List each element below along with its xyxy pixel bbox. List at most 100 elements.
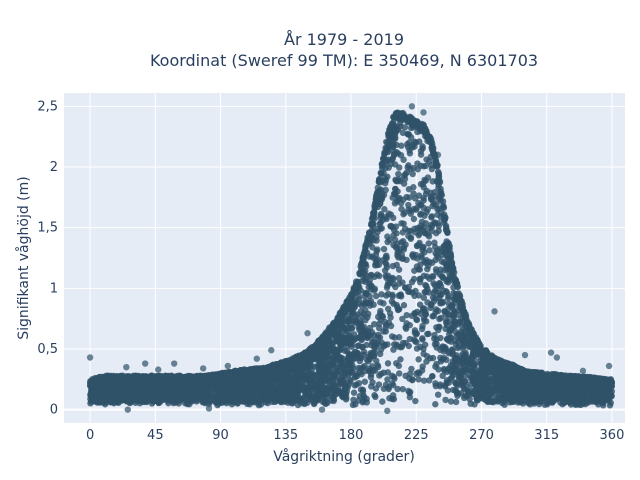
data-point [369,349,376,356]
data-point [405,288,412,295]
data-point [407,227,414,235]
data-point [380,385,388,392]
data-point [362,306,369,314]
data-point [385,290,392,298]
data-point [378,339,385,346]
data-point [371,320,378,328]
data-point [394,343,402,350]
data-point [380,245,388,253]
data-point [441,367,448,374]
data-point [329,340,336,347]
data-point [306,392,313,399]
data-point [447,398,455,405]
data-point [120,386,127,393]
data-point [385,383,392,391]
data-point [390,275,397,283]
data-point [412,139,420,146]
data-point [452,398,460,406]
data-point [372,343,380,350]
data-point [276,372,283,380]
data-point [395,266,403,273]
data-point [429,354,437,362]
data-point [319,383,326,391]
data-point [442,319,450,326]
data-point [321,399,328,406]
data-point [415,192,423,199]
data-point [396,370,403,377]
data-point [387,222,394,230]
data-point [339,355,346,362]
data-point [372,251,380,259]
data-point [378,194,386,202]
data-point [397,356,404,363]
data-point [355,300,363,307]
data-point [400,211,407,218]
data-points [86,103,616,415]
data-point [350,337,357,344]
data-point [506,376,513,383]
data-point [331,373,338,381]
data-point [418,367,426,374]
data-point [379,398,386,405]
data-point [359,386,367,394]
data-point [365,328,372,335]
data-point [387,314,394,321]
data-point [408,365,415,373]
data-point [426,225,433,232]
data-point [449,313,457,321]
data-point [399,238,407,245]
data-point [391,200,399,207]
data-point [410,164,417,172]
data-point [384,173,391,180]
data-point [452,387,459,394]
data-point [471,364,478,371]
data-point [371,392,378,399]
data-point [381,267,389,274]
data-point [400,302,408,309]
data-point [362,290,370,297]
data-point [452,341,459,348]
data-point [388,333,396,340]
data-point [140,396,148,404]
data-point [447,361,455,369]
data-point [384,282,391,289]
data-point [410,336,418,343]
data-point [445,292,452,300]
data-point [377,307,384,315]
data-point [381,206,388,213]
data-point [378,291,385,298]
data-point [588,386,596,394]
data-point [349,401,357,409]
data-point [499,382,507,390]
data-point [384,272,392,279]
data-point [207,392,215,400]
data-point [415,356,422,363]
data-point [392,283,399,291]
data-point [512,393,519,401]
data-point [457,373,465,380]
data-point [606,402,614,409]
data-point [377,219,384,226]
data-point [406,375,413,382]
data-point [390,300,397,307]
data-point [433,229,440,237]
data-point [395,170,402,178]
data-point [431,188,438,196]
data-point [394,178,401,185]
data-point [420,345,427,353]
data-point [347,369,354,377]
data-point [505,385,512,393]
data-point [407,210,414,217]
data-point [432,401,439,408]
data-point [240,388,247,395]
data-point [365,353,372,361]
data-point [402,171,409,178]
data-point [432,243,439,251]
data-point [428,213,436,220]
data-point [419,335,426,342]
data-point [399,315,406,323]
data-point [417,275,424,283]
data-point [423,358,430,365]
data-point [432,380,439,387]
data-point [603,397,611,404]
